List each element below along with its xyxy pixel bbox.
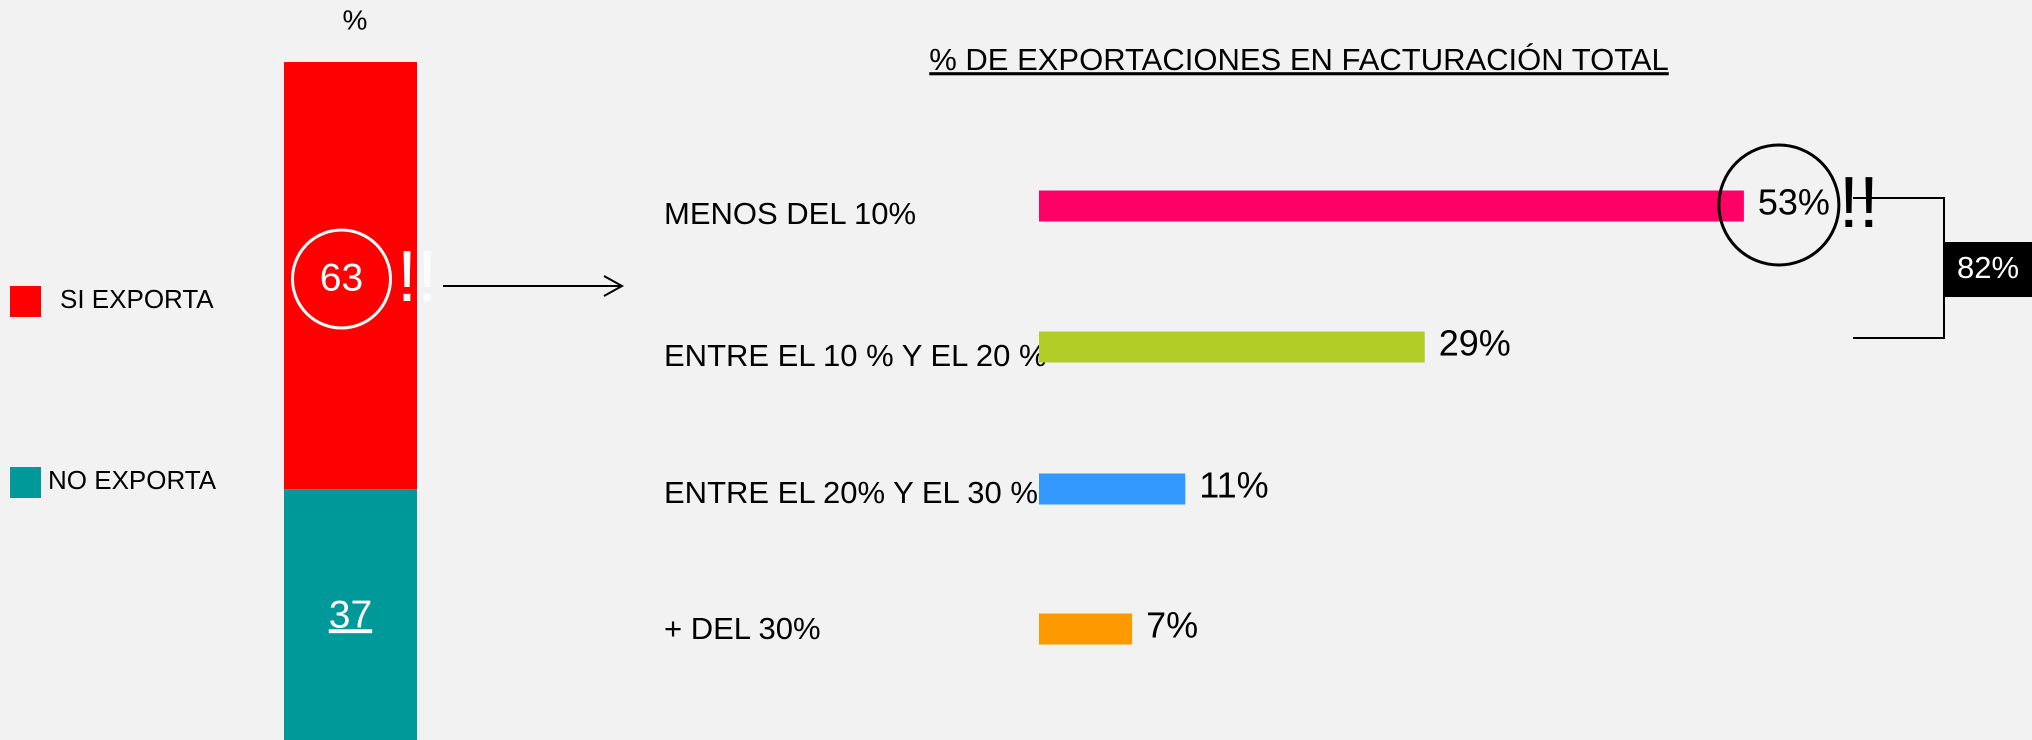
segment-label: 37 bbox=[329, 593, 372, 636]
bar bbox=[1039, 190, 1744, 222]
chart-title: % DE EXPORTACIONES EN FACTURACIÓN TOTAL bbox=[929, 42, 1669, 77]
value-label: 7% bbox=[1146, 605, 1198, 646]
arrow-head bbox=[603, 275, 625, 297]
category-label: + DEL 30% bbox=[664, 611, 821, 646]
bar-segment bbox=[284, 62, 417, 490]
segment-label: 63 bbox=[320, 256, 363, 299]
bar bbox=[1039, 473, 1186, 505]
stack-title: % bbox=[343, 4, 368, 35]
bar-segment bbox=[284, 489, 417, 740]
annotation: !! bbox=[397, 237, 437, 317]
category-label: MENOS DEL 10% bbox=[664, 196, 916, 231]
category-label: ENTRE EL 20% Y EL 30 % bbox=[664, 475, 1038, 510]
legend-swatch bbox=[10, 286, 41, 317]
bar bbox=[1039, 331, 1425, 363]
legend-swatch bbox=[10, 467, 41, 498]
category-label: ENTRE EL 10 % Y EL 20 % bbox=[664, 338, 1047, 373]
legend-label: SI EXPORTA bbox=[60, 284, 214, 314]
bracket-box bbox=[1944, 242, 2032, 297]
legend-label: NO EXPORTA bbox=[48, 465, 217, 495]
annotation: !! bbox=[1839, 163, 1879, 243]
value-label: 53% bbox=[1758, 182, 1830, 223]
bracket-label: 82% bbox=[1957, 250, 2019, 285]
value-label: 11% bbox=[1199, 465, 1268, 506]
bar bbox=[1039, 613, 1133, 645]
label-circle bbox=[1717, 143, 1841, 267]
value-label: 29% bbox=[1439, 323, 1511, 364]
label-circle bbox=[291, 228, 392, 330]
